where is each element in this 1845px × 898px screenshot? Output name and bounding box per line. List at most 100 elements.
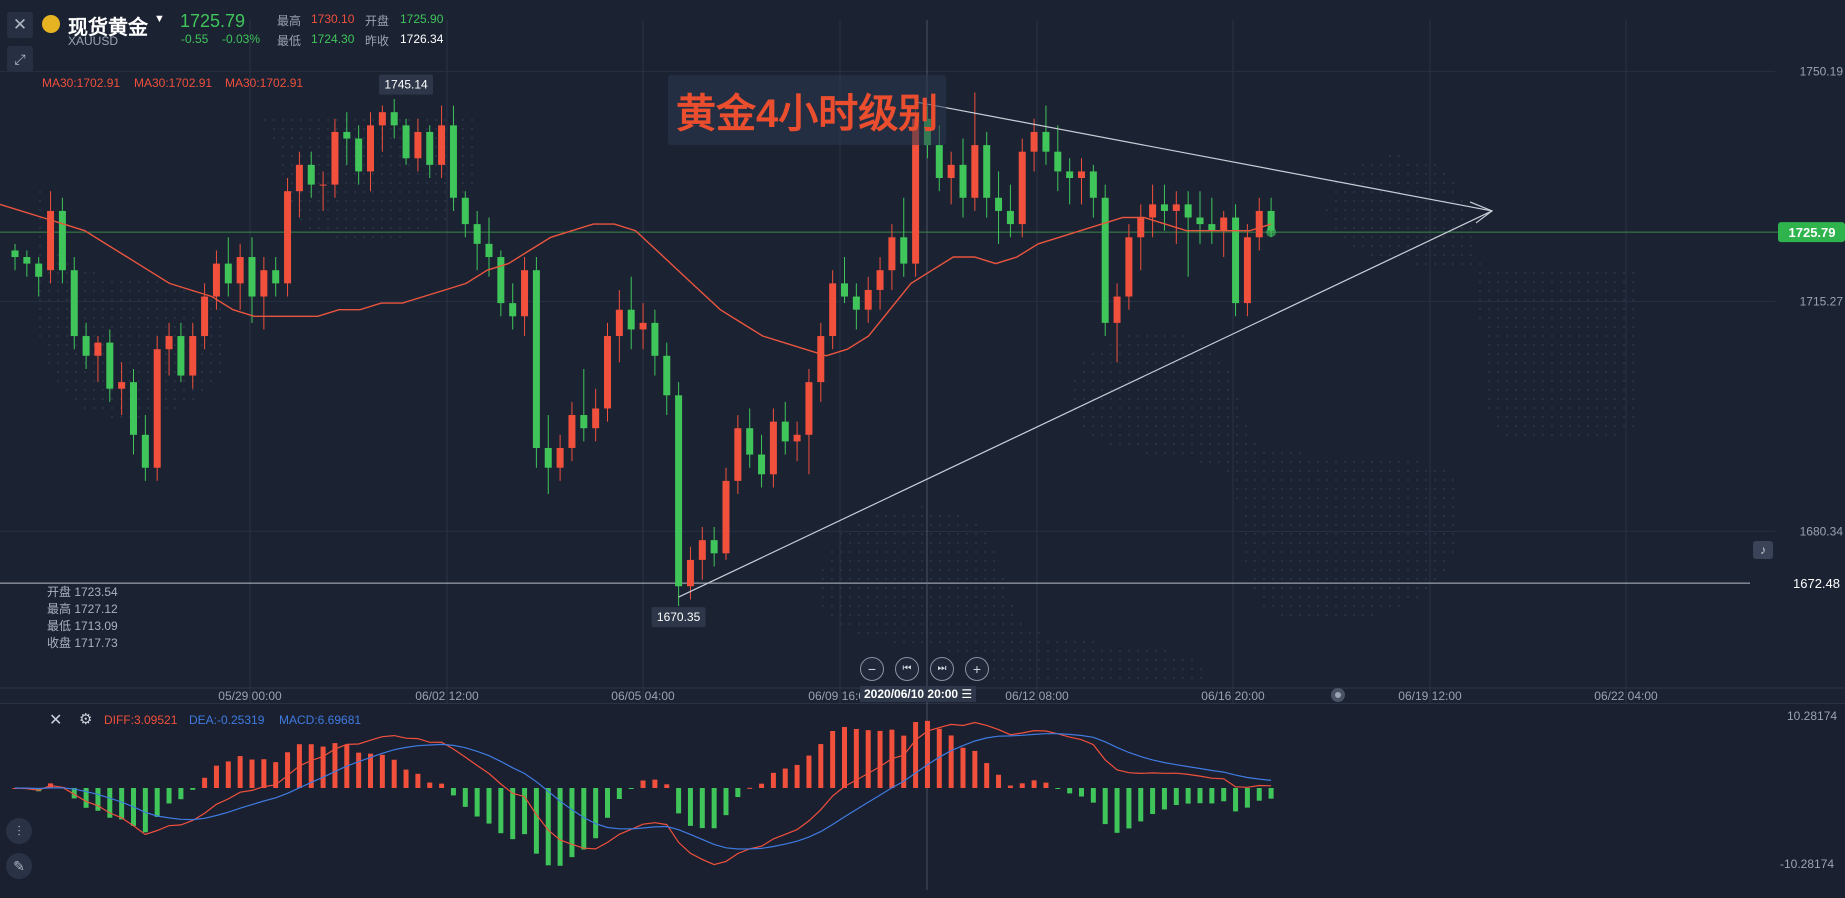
x-tick-label: 06/16 20:00 [1201, 689, 1265, 703]
map-dot [902, 586, 906, 590]
map-dot [1082, 379, 1086, 383]
zoom-in-icon[interactable]: + [965, 657, 989, 681]
map-dot [1037, 667, 1041, 671]
macd-histogram-bar [202, 777, 208, 788]
map-dot [965, 613, 969, 617]
map-dot [65, 262, 69, 266]
map-dot [1163, 424, 1167, 428]
map-dot [1397, 181, 1401, 185]
price-annotation-text: 1745.14 [384, 78, 428, 92]
map-dot [110, 307, 114, 311]
y-tick-label: 1715.27 [1800, 294, 1844, 308]
map-dot [1595, 343, 1599, 347]
map-dot [1046, 658, 1050, 662]
map-dot [947, 640, 951, 644]
map-dot [848, 568, 852, 572]
candle-body [639, 322, 647, 330]
step-forward-icon[interactable]: ⏭ [930, 657, 954, 681]
candle-type-icon[interactable]: ⫶ [6, 818, 32, 844]
map-dot [1253, 505, 1257, 509]
map-dot [857, 559, 861, 563]
map-dot [1388, 487, 1392, 491]
settings-icon[interactable]: ⚙ [79, 711, 93, 728]
map-dot [1100, 415, 1104, 419]
map-dot [1613, 334, 1617, 338]
map-dot [1577, 334, 1581, 338]
map-dot [1631, 316, 1635, 320]
map-dot [1352, 550, 1356, 554]
map-dot [407, 226, 411, 230]
map-dot [1100, 676, 1104, 680]
zoom-out-icon[interactable]: − [860, 657, 884, 681]
map-dot [425, 208, 429, 212]
map-dot [1361, 235, 1365, 239]
map-dot [1487, 370, 1491, 374]
instrument-title[interactable]: 现货黄金 [68, 17, 148, 39]
candle-body [971, 145, 979, 198]
map-dot [1226, 460, 1230, 464]
map-dot [1118, 658, 1122, 662]
map-dot [209, 307, 213, 311]
map-dot [1424, 172, 1428, 176]
close-icon[interactable]: ✕ [49, 712, 63, 729]
map-dot [1325, 604, 1329, 608]
map-dot [65, 280, 69, 284]
map-dot [1523, 325, 1527, 329]
map-dot [1352, 199, 1356, 203]
map-dot [1379, 559, 1383, 563]
map-dot [1262, 487, 1266, 491]
map-dot [1109, 442, 1113, 446]
map-dot [308, 127, 312, 131]
map-dot [83, 325, 87, 329]
map-dot [1271, 460, 1275, 464]
map-dot [893, 559, 897, 563]
draw-tool-icon[interactable]: ⤢ [7, 46, 33, 72]
map-dot [56, 280, 60, 284]
close-icon[interactable]: ✕ [7, 12, 33, 38]
map-dot [146, 397, 150, 401]
map-dot [983, 622, 987, 626]
map-dot [1577, 307, 1581, 311]
map-dot [1379, 532, 1383, 536]
map-dot [1397, 190, 1401, 194]
map-dot [1163, 388, 1167, 392]
map-dot [1001, 622, 1005, 626]
candle-body [746, 428, 754, 455]
map-dot [335, 226, 339, 230]
map-dot [173, 388, 177, 392]
map-dot [1352, 190, 1356, 194]
map-dot [1181, 424, 1185, 428]
map-dot [407, 172, 411, 176]
map-dot [1415, 568, 1419, 572]
map-dot [1388, 253, 1392, 257]
step-back-icon[interactable]: ⏮ [895, 657, 919, 681]
map-dot [1532, 397, 1536, 401]
y-tick-label: 1750.19 [1800, 64, 1844, 78]
map-dot [947, 523, 951, 527]
macd-histogram-bar [332, 743, 338, 788]
pen-icon[interactable]: ✎ [6, 853, 32, 879]
map-dot [1163, 442, 1167, 446]
map-dot [1073, 676, 1077, 680]
map-dot [1172, 352, 1176, 356]
map-dot [1631, 289, 1635, 293]
map-dot [209, 370, 213, 374]
map-dot [830, 613, 834, 617]
map-dot [902, 577, 906, 581]
map-dot [911, 640, 915, 644]
map-dot [1433, 478, 1437, 482]
map-dot [1118, 433, 1122, 437]
map-dot [1298, 613, 1302, 617]
map-dot [1568, 370, 1572, 374]
map-dot [434, 172, 438, 176]
map-dot [1298, 523, 1302, 527]
map-dot [1532, 343, 1536, 347]
map-dot [65, 289, 69, 293]
map-dot [1262, 478, 1266, 482]
map-dot [200, 343, 204, 347]
chevron-down-icon[interactable]: ▼ [154, 13, 165, 25]
map-dot [1289, 514, 1293, 518]
map-dot [1307, 568, 1311, 572]
alarm-bell-icon[interactable]: ♪ [1753, 541, 1773, 559]
